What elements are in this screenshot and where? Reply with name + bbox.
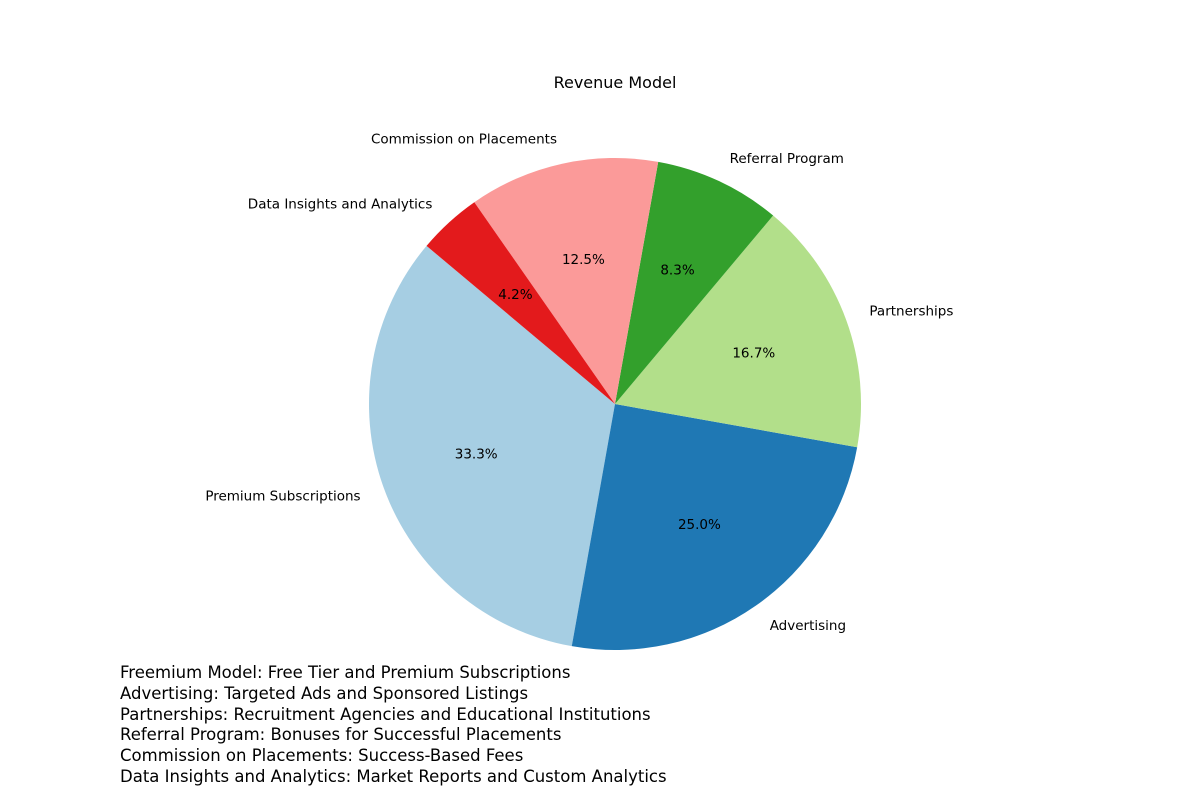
percent-labels-layer: 33.3% 25.0% 16.7% 8.3% 12.5% 4.2% [455, 252, 776, 533]
slice-label: Commission on Placements [371, 132, 557, 148]
pie-slice-partnerships [615, 215, 861, 448]
chart-title: Revenue Model [554, 73, 677, 92]
slice-percent-label: 4.2% [498, 287, 532, 303]
note-line: Data Insights and Analytics: Market Repo… [120, 766, 667, 786]
labels-layer: Premium Subscriptions Advertising Partners… [205, 132, 953, 634]
note-line: Freemium Model: Free Tier and Premium Su… [120, 663, 571, 682]
note-line: Advertising: Targeted Ads and Sponsored … [120, 683, 529, 703]
slice-percent-label: 16.7% [732, 346, 775, 362]
slice-label: Premium Subscriptions [205, 488, 360, 504]
slice-percent-label: 12.5% [562, 252, 605, 268]
slice-label: Data Insights and Analytics [248, 196, 433, 212]
pie-slice-commission-on-placements [474, 158, 659, 404]
slice-label: Referral Program [730, 151, 844, 167]
slice-percent-label: 33.3% [455, 446, 498, 462]
slice-label: Partnerships [869, 304, 953, 320]
pie-slice-premium-subscriptions [368, 245, 615, 647]
pie-slice-advertising [571, 404, 858, 650]
note-line: Partnerships: Recruitment Agencies and E… [120, 704, 651, 724]
note-line: Referral Program: Bonuses for Successful… [120, 725, 562, 745]
slice-percent-label: 8.3% [660, 262, 694, 278]
pie-slice-data-insights-and-analytics [426, 202, 615, 404]
note-line: Commission on Placements: Success-Based … [120, 746, 524, 766]
pie-slice-referral-program [615, 161, 774, 404]
slices-layer [368, 158, 861, 650]
slice-percent-label: 25.0% [678, 517, 721, 533]
notes-list: Freemium Model: Free Tier and Premium Su… [120, 663, 1120, 788]
slice-label: Advertising [770, 618, 846, 634]
